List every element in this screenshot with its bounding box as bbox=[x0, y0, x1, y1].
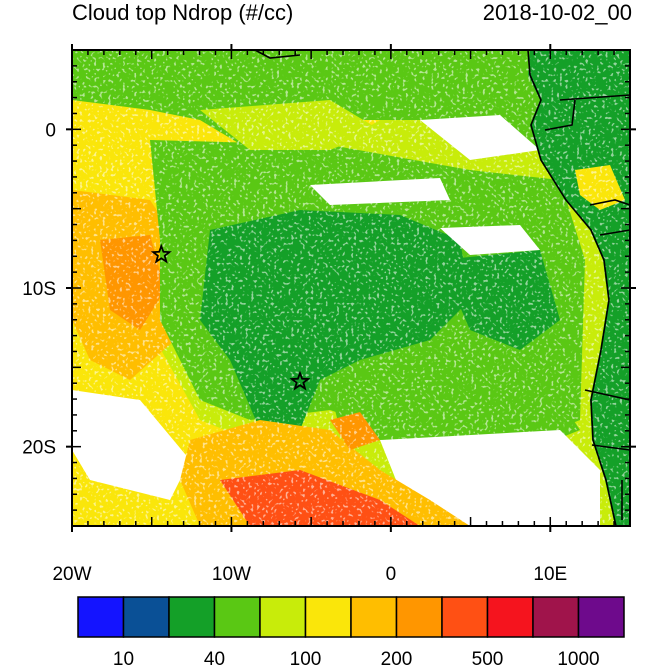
colorbar-swatch bbox=[441, 596, 489, 638]
x-tick-label: 20W bbox=[52, 564, 91, 585]
colorbar-swatch bbox=[532, 596, 580, 638]
colorbar-label: 100 bbox=[290, 649, 322, 667]
colorbar bbox=[77, 596, 625, 638]
colorbar-label: 10 bbox=[113, 649, 134, 667]
colorbar-swatch bbox=[122, 596, 170, 638]
colorbar-swatch bbox=[395, 596, 443, 638]
colorbar-swatch bbox=[77, 596, 125, 638]
colorbar-swatch bbox=[259, 596, 307, 638]
map-timestamp: 2018-10-02_00 bbox=[482, 0, 632, 25]
colorbar-labels: 10 40 100 200 500 1000 bbox=[113, 649, 600, 667]
colorbar-swatch bbox=[213, 596, 261, 638]
y-tick-label: 10S bbox=[22, 279, 56, 300]
colorbar-label: 1000 bbox=[557, 649, 599, 667]
star-marker bbox=[150, 243, 172, 264]
map-title: Cloud top Ndrop (#/cc) bbox=[72, 0, 294, 25]
x-tick-label: 10E bbox=[533, 564, 567, 585]
star-marker bbox=[289, 370, 311, 391]
colorbar-label: 200 bbox=[381, 649, 413, 667]
axis-tick-labels: 20W 10W 0 10E 0 10S 20S bbox=[22, 120, 567, 585]
y-tick-label: 0 bbox=[45, 120, 56, 141]
x-tick-label: 0 bbox=[386, 564, 397, 585]
colorbar-swatch bbox=[350, 596, 398, 638]
cloud-field bbox=[72, 50, 630, 526]
colorbar-swatch bbox=[486, 596, 534, 638]
colorbar-label: 40 bbox=[204, 649, 225, 667]
colorbar-swatch bbox=[577, 596, 625, 638]
colorbar-swatch bbox=[304, 596, 352, 638]
axis-ticks bbox=[66, 44, 636, 532]
y-tick-label: 20S bbox=[22, 438, 56, 459]
site-markers bbox=[150, 243, 311, 391]
colorbar-swatch bbox=[168, 596, 216, 638]
colorbar-label: 500 bbox=[472, 649, 504, 667]
x-tick-label: 10W bbox=[212, 564, 251, 585]
